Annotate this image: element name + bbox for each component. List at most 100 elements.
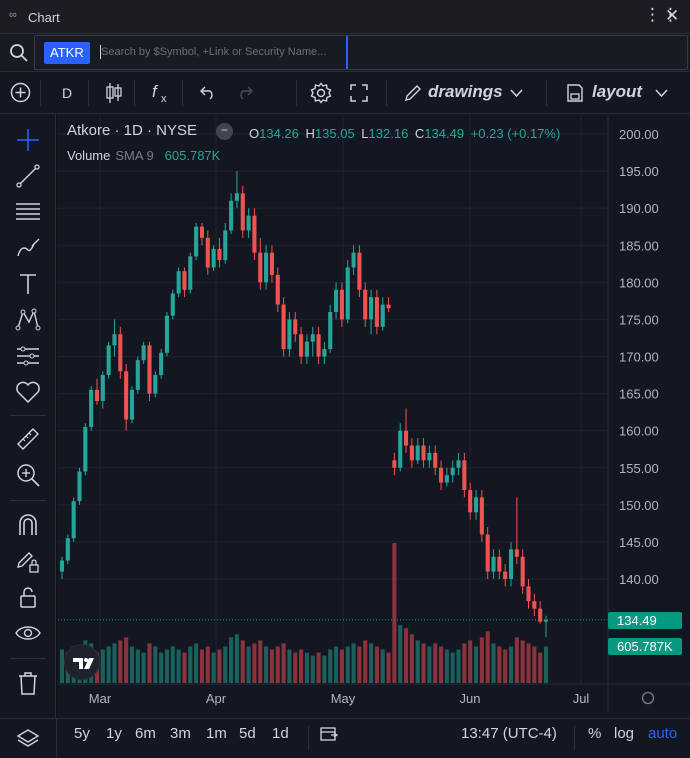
visibility-eye-icon[interactable]	[14, 619, 42, 647]
window-close-icon[interactable]: ✕	[665, 6, 680, 25]
fib-lines-icon[interactable]	[14, 198, 42, 226]
undo-icon[interactable]	[199, 84, 217, 100]
toolbar-separator	[88, 80, 89, 106]
candle-body	[275, 274, 280, 305]
tradingview-logo[interactable]	[64, 644, 100, 680]
legend-symbol-title[interactable]: Atkore · 1D · NYSE	[67, 122, 198, 139]
window-menu-icon[interactable]: ⋮⋮	[644, 5, 680, 24]
candle-body	[205, 237, 210, 268]
candle-body	[141, 345, 146, 361]
fullscreen-icon[interactable]	[349, 83, 369, 103]
candle-body	[503, 571, 508, 579]
price-tick-label: 175.00	[619, 312, 659, 327]
settings-gear-icon[interactable]	[310, 82, 332, 104]
interval-button[interactable]: D	[62, 85, 73, 101]
close-value: 134.49	[424, 126, 465, 141]
trend-line-icon[interactable]	[14, 162, 42, 190]
close-label: C	[414, 126, 425, 141]
layers-icon[interactable]	[16, 727, 40, 751]
candle-body	[147, 345, 152, 394]
volume-bar	[334, 646, 339, 683]
search-placeholder: Search by $Symbol, +Link or Security Nam…	[101, 46, 327, 58]
volume-bar	[351, 643, 356, 683]
lock-icon[interactable]	[14, 583, 42, 611]
volume-bar	[409, 634, 414, 683]
volume-bar	[363, 640, 368, 683]
chevron-down-icon[interactable]	[510, 89, 523, 98]
lock-drawing-icon[interactable]	[14, 547, 42, 575]
volume-bar	[240, 640, 245, 683]
candle-body	[83, 426, 88, 472]
range-1d[interactable]: 1d	[272, 725, 289, 742]
range-5y[interactable]: 5y	[74, 725, 90, 742]
candle-body	[456, 460, 461, 468]
volume-bar	[258, 640, 263, 683]
search-input[interactable]	[34, 35, 688, 70]
add-symbol-icon[interactable]	[10, 82, 31, 103]
price-tick-label: 165.00	[619, 387, 659, 402]
candle-body	[427, 452, 432, 461]
magnet-icon[interactable]	[14, 511, 42, 539]
candle-body	[508, 549, 514, 579]
candle-body	[153, 375, 158, 394]
volume-bar	[491, 643, 496, 683]
range-1y[interactable]: 1y	[106, 725, 122, 742]
search-icon[interactable]	[9, 43, 29, 63]
ruler-icon[interactable]	[14, 425, 42, 453]
layout-menu-button[interactable]: layout	[592, 82, 643, 101]
candle-body	[89, 389, 94, 427]
candle-body	[124, 371, 129, 420]
crosshair-icon[interactable]	[14, 126, 42, 154]
timezone-clock[interactable]: 13:47 (UTC-4)	[461, 725, 557, 742]
zoom-in-icon[interactable]	[14, 461, 42, 489]
volume-bar	[386, 652, 391, 683]
drawings-menu-button[interactable]: drawings	[428, 82, 503, 101]
candle-body	[398, 430, 403, 468]
candle-body	[234, 193, 239, 201]
tv-logo-icon	[73, 658, 94, 669]
redo-icon[interactable]	[236, 84, 254, 100]
candle-body	[217, 248, 222, 261]
range-3m[interactable]: 3m	[170, 725, 191, 742]
candles-icon[interactable]	[105, 82, 123, 104]
volume-bar	[170, 646, 175, 683]
pencil-icon[interactable]	[403, 83, 423, 103]
candle-body	[532, 601, 537, 609]
symbol-chip[interactable]: ATKR	[44, 42, 90, 64]
volume-bar	[106, 646, 111, 683]
volume-bar	[59, 649, 65, 683]
volume-bar	[538, 652, 543, 683]
chart-pane[interactable]	[57, 114, 690, 718]
save-layout-icon[interactable]	[566, 83, 584, 103]
indicators-icon[interactable]: f x	[151, 81, 171, 105]
chevron-down-icon[interactable]	[655, 89, 668, 98]
range-1m[interactable]: 1m	[206, 725, 227, 742]
bottom-separator	[308, 726, 309, 750]
volume-bar	[147, 643, 152, 683]
range-6m[interactable]: 6m	[135, 725, 156, 742]
brush-icon[interactable]	[14, 234, 42, 262]
axis-settings-icon[interactable]	[641, 691, 655, 705]
change-value: +0.23 (+0.17%)	[470, 126, 561, 141]
legend-collapse-icon[interactable]: −	[216, 123, 233, 140]
forecast-icon[interactable]	[14, 342, 42, 370]
chart-window-icon: ∞	[9, 9, 17, 21]
goto-date-icon[interactable]	[319, 724, 339, 744]
volume-bar	[182, 652, 187, 683]
candle-body	[468, 490, 473, 513]
pattern-icon[interactable]	[14, 306, 42, 334]
volume-bar	[194, 643, 199, 683]
text-tool-icon[interactable]	[14, 270, 42, 298]
range-5d[interactable]: 5d	[239, 725, 256, 742]
candle-body	[404, 430, 409, 446]
candle-body	[351, 252, 356, 268]
legend-volume[interactable]: Volume SMA 9 605.787K	[67, 148, 220, 163]
log-scale-toggle[interactable]: log	[614, 725, 635, 742]
auto-scale-toggle[interactable]: auto	[648, 725, 678, 742]
candle-body	[450, 467, 455, 476]
favorites-heart-icon[interactable]	[14, 378, 42, 406]
percent-scale-toggle[interactable]: %	[588, 725, 602, 742]
volume-bar	[322, 655, 327, 683]
trash-icon[interactable]	[14, 669, 42, 697]
